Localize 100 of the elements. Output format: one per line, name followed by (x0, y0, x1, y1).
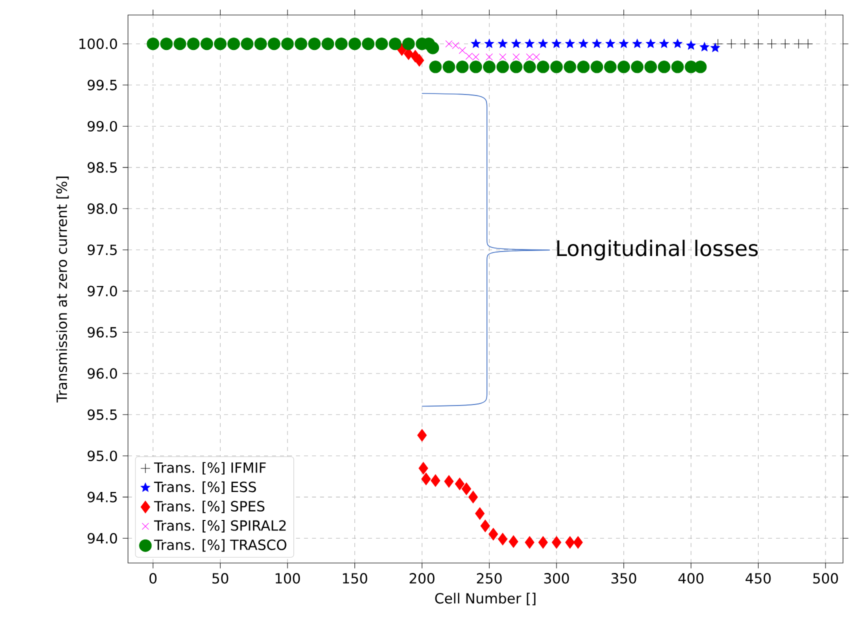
point (524, 536, 534, 549)
legend-label: Trans. [%] SPIRAL2 (154, 520, 286, 532)
point (417, 428, 427, 442)
point (475, 507, 485, 520)
point (214, 38, 227, 50)
point (335, 38, 348, 50)
point (468, 490, 478, 504)
y-tick-label: 99.5 (88, 80, 117, 90)
point (644, 60, 657, 74)
point (429, 60, 442, 74)
point (604, 60, 617, 74)
point (565, 536, 575, 549)
point (740, 38, 750, 49)
point (499, 53, 506, 61)
point (322, 38, 334, 50)
y-tick-label: 97.5 (88, 244, 117, 256)
y-tick-label: 95.5 (88, 409, 117, 420)
x-tick-label: 350 (611, 573, 636, 584)
point (444, 475, 454, 488)
x-tick-label: 150 (342, 573, 368, 584)
x-tick-label: 500 (813, 573, 838, 584)
point (470, 60, 482, 74)
point (488, 528, 498, 540)
point (388, 38, 402, 50)
point (538, 38, 548, 48)
point (480, 520, 490, 532)
point (564, 60, 576, 74)
point (426, 42, 440, 54)
point (658, 60, 670, 74)
y-tick-label: 98.5 (88, 162, 117, 173)
point (694, 60, 707, 74)
point (590, 60, 604, 74)
y-axis-title: Transmission at zero current [%] (56, 176, 69, 403)
legend-label: Trans. [%] IFMIF (154, 462, 266, 475)
point (803, 38, 813, 49)
point (458, 46, 466, 54)
legend-label: Trans. [%] TRASCO (154, 539, 286, 552)
point (268, 38, 280, 50)
point (200, 38, 214, 50)
x-tick-label: 50 (212, 573, 228, 584)
x-tick-label: 0 (149, 573, 157, 584)
legend-label: Trans. [%] SPES (154, 500, 264, 514)
point (671, 60, 684, 74)
point (442, 60, 456, 74)
y-tick-label: 94.0 (88, 532, 118, 544)
point (700, 42, 710, 52)
point (418, 462, 428, 474)
point (512, 53, 520, 61)
point (552, 536, 562, 549)
point (606, 38, 616, 48)
point (227, 38, 240, 50)
y-tick-label: 99.0 (88, 120, 118, 132)
point (753, 38, 764, 49)
x-tick-label: 300 (544, 573, 569, 584)
point (511, 38, 521, 48)
x-tick-label: 250 (476, 573, 502, 584)
point (659, 38, 669, 48)
point (510, 60, 522, 74)
point (281, 38, 294, 50)
point (160, 38, 173, 50)
point (573, 536, 583, 549)
y-tick-label: 97.0 (88, 286, 118, 296)
point (619, 38, 628, 48)
point (536, 60, 550, 74)
y-tick-label: 98.0 (88, 203, 118, 214)
legend-label: Trans. [%] ESS (154, 481, 256, 494)
point (483, 60, 496, 74)
point (726, 38, 736, 49)
point (146, 38, 160, 50)
point (187, 38, 200, 50)
x-tick-label: 450 (746, 573, 771, 584)
point (524, 38, 534, 48)
x-tick-label: 200 (410, 573, 434, 584)
point (712, 38, 723, 49)
point (498, 38, 508, 48)
y-tick-label: 100.0 (79, 38, 118, 50)
point (538, 536, 548, 549)
x-tick-label: 400 (678, 573, 704, 584)
point (686, 40, 696, 50)
y-tick-label: 94.5 (88, 492, 117, 502)
point (550, 60, 563, 74)
x-tick-label: 100 (276, 573, 300, 584)
point (348, 38, 362, 50)
point (462, 482, 472, 496)
point (565, 38, 575, 48)
point (672, 38, 682, 48)
y-tick-label: 96.0 (88, 368, 118, 379)
point (552, 38, 562, 48)
point (294, 38, 308, 50)
point (402, 38, 415, 50)
point (794, 38, 804, 49)
point (646, 38, 656, 48)
annotation: Longitudinal losses (557, 240, 758, 260)
y-tick-label: 95.0 (88, 450, 118, 462)
point (508, 535, 518, 548)
point (632, 38, 642, 48)
point (254, 38, 267, 50)
point (630, 60, 644, 74)
y-tick-label: 96.5 (88, 326, 117, 338)
point (618, 60, 630, 74)
